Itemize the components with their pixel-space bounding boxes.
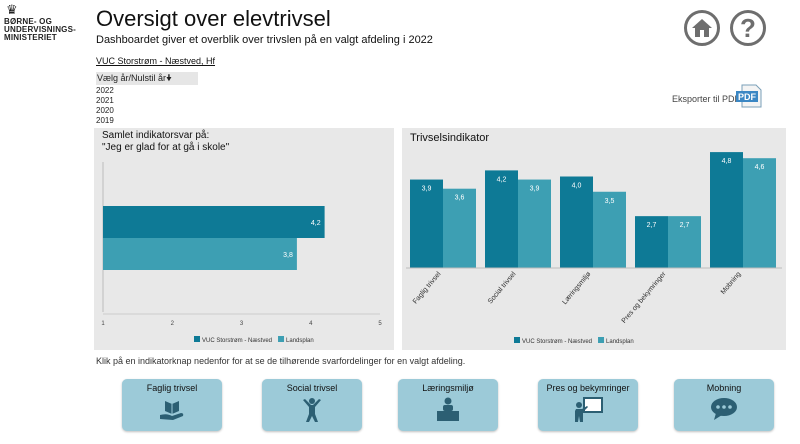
legend-swatch xyxy=(278,336,285,342)
bar xyxy=(668,216,701,268)
question-icon: ? xyxy=(740,12,756,43)
bar xyxy=(443,188,476,268)
button-label: Social trivsel xyxy=(286,383,338,393)
button-label: Pres og bekymringer xyxy=(546,383,630,393)
legend-swatch xyxy=(194,336,200,342)
button-pres-og-bekymringer[interactable]: Pres og bekymringer xyxy=(538,379,638,431)
data-label: 4,2 xyxy=(497,176,507,183)
button-faglig-trivsel[interactable]: Faglig trivsel xyxy=(122,379,222,431)
year-filter-label: Vælg år/Nulstil år xyxy=(97,73,167,83)
arrow-down-icon: 🠟 xyxy=(166,73,172,83)
x-tick-label: 1 xyxy=(101,321,105,327)
data-label: 3,5 xyxy=(605,198,615,205)
data-label: 3,9 xyxy=(422,186,432,193)
x-tick-label: Mobning xyxy=(720,271,743,296)
data-label: 4,0 xyxy=(572,183,582,190)
legend-label: VUC Storstrøm - Næstved xyxy=(522,339,592,345)
hand-book-icon xyxy=(160,401,184,420)
overall-bar-chart: 4,2 3,8 1 2 3 4 5 VUC Storstrøm - Næstved Land… xyxy=(101,162,382,344)
button-laeringsmiljo[interactable]: Læringsmiljø xyxy=(398,379,498,431)
teacher-board-icon xyxy=(575,397,603,422)
data-label: 2,7 xyxy=(680,222,690,229)
year-option[interactable]: 2019 xyxy=(96,116,114,125)
bar xyxy=(710,152,743,268)
x-tick-label: Faglig trivsel xyxy=(412,270,443,305)
year-filter-header[interactable]: Vælg år/Nulstil år🠟 xyxy=(96,72,198,85)
year-list: 2022 2021 2020 2019 xyxy=(96,86,114,126)
page-title: Oversigt over elevtrivsel xyxy=(96,6,331,31)
page-subtitle: Dashboardet giver et overblik over trivs… xyxy=(96,34,433,46)
legend-label: Landsplan xyxy=(606,339,634,345)
data-label: 3,6 xyxy=(455,195,465,202)
x-tick-label: 3 xyxy=(240,321,244,327)
indicator-chart-title: Trivselsindikator xyxy=(410,132,490,144)
overall-indicator-panel: Samlet indikatorsvar på: "Jeg er glad fo… xyxy=(94,128,394,350)
button-mobning[interactable]: Mobning xyxy=(674,379,774,431)
legend-swatch xyxy=(514,337,520,343)
data-label: 3,9 xyxy=(530,186,540,193)
bar xyxy=(560,176,593,268)
bar xyxy=(103,238,297,270)
x-tick-label: 5 xyxy=(378,321,382,327)
pdf-icon-text: PDF xyxy=(738,92,757,102)
pdf-icon[interactable]: PDF xyxy=(736,84,762,108)
button-label: Faglig trivsel xyxy=(146,383,198,393)
year-option[interactable]: 2020 xyxy=(96,106,114,115)
bar xyxy=(635,216,668,268)
home-button[interactable] xyxy=(684,10,720,46)
x-tick-label: 2 xyxy=(171,321,175,327)
button-social-trivsel[interactable]: Social trivsel xyxy=(262,379,362,431)
speech-bubble-icon xyxy=(711,398,737,420)
legend-label: Landsplan xyxy=(286,338,314,344)
legend-label: VUC Storstrøm - Næstved xyxy=(202,338,272,344)
bar xyxy=(743,158,776,268)
data-label: 4,6 xyxy=(755,164,765,171)
person-cheering-icon xyxy=(303,398,321,422)
bar xyxy=(103,206,325,238)
data-label: 2,7 xyxy=(647,222,657,229)
data-label: 4,2 xyxy=(311,220,321,227)
legend-swatch xyxy=(598,337,605,343)
bar xyxy=(485,170,518,268)
bar xyxy=(410,179,443,268)
button-label: Mobning xyxy=(706,383,742,393)
button-label: Læringsmiljø xyxy=(422,383,474,393)
department-name: VUC Storstrøm - Næstved, Hf xyxy=(96,56,216,66)
info-text: Klik på en indikatorknap nedenfor for at… xyxy=(96,356,466,366)
year-option[interactable]: 2022 xyxy=(96,86,114,95)
indicator-bar-chart: 3,9 3,6 4,2 3,9 4,0 3,5 2,7 2,7 4,8 4,6 Faglig tr… xyxy=(406,152,782,345)
student-desk-icon xyxy=(437,397,459,421)
crown-icon: ♛ xyxy=(6,2,18,17)
ministry-name: BØRNE- OG UNDERVISNINGS- MINISTERIET xyxy=(4,17,76,42)
year-option[interactable]: 2021 xyxy=(96,96,114,105)
x-tick-label: 4 xyxy=(309,321,313,327)
home-icon xyxy=(692,19,712,37)
help-button[interactable]: ? xyxy=(730,10,766,46)
ministry-logo: ♛ BØRNE- OG UNDERVISNINGS- MINISTERIET xyxy=(4,2,84,42)
x-tick-label: Pres og bekymringer xyxy=(621,270,668,324)
export-label: Eksporter til PDF: xyxy=(672,94,743,104)
wellbeing-indicator-panel: Trivselsindikator 3,9 3,6 4,2 3,9 4,0 3,5 2,7 2… xyxy=(402,128,786,350)
data-label: 3,8 xyxy=(283,252,293,259)
bar xyxy=(518,179,551,268)
x-tick-label: Social trivsel xyxy=(487,270,518,305)
data-label: 4,8 xyxy=(722,158,732,165)
x-tick-label: Læringsmiljø xyxy=(561,270,593,306)
bar xyxy=(593,191,626,268)
overall-chart-title: Samlet indikatorsvar på: "Jeg er glad fo… xyxy=(102,130,230,153)
